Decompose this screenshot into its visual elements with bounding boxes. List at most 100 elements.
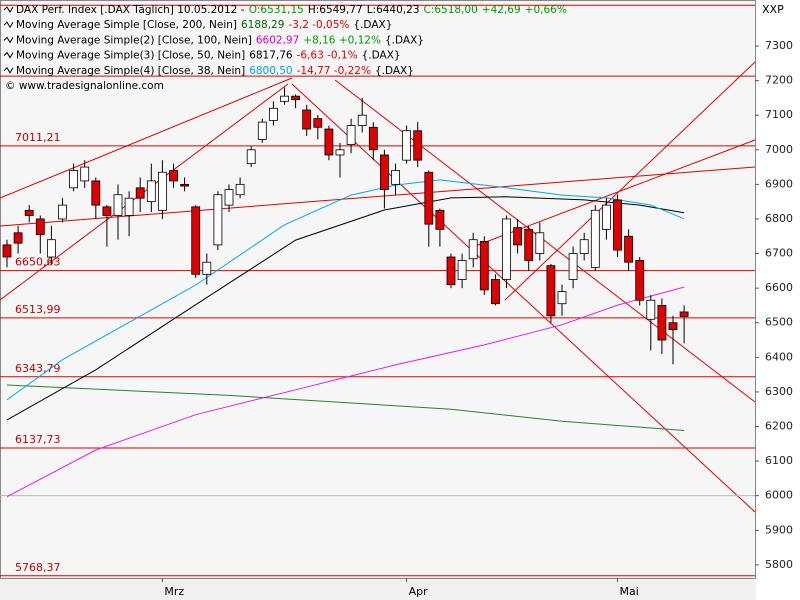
header-segment: DAX Perf. Index [.DAX Täglich] 10.05.201… <box>16 4 245 16</box>
trendline <box>291 83 756 513</box>
candle-body <box>335 149 345 156</box>
header-segment: 6800,50 <box>249 65 292 77</box>
candle-body <box>24 209 34 216</box>
level-label: 7011,21 <box>15 131 61 144</box>
candle-body <box>113 194 123 216</box>
y-tick-label: 6900 <box>765 177 793 190</box>
candle-body <box>202 261 212 275</box>
candle-body <box>180 183 190 187</box>
y-tick-label: 6700 <box>765 247 793 260</box>
candle-body <box>479 241 489 291</box>
candle-body <box>613 199 622 251</box>
candle-body <box>91 180 101 206</box>
candle-body <box>346 125 356 145</box>
header-icon <box>3 6 14 13</box>
header-segment: -3,2 -0,05% <box>288 19 349 31</box>
candle-body <box>268 107 278 121</box>
candle-body <box>535 232 545 254</box>
candle-body <box>235 183 245 196</box>
candle-body <box>413 130 423 161</box>
candle-body <box>213 194 223 246</box>
header-icon <box>3 36 14 44</box>
candle-body <box>2 244 12 258</box>
candle-body <box>646 299 656 320</box>
x-axis-band <box>0 579 756 600</box>
candle-body <box>135 187 145 199</box>
level-label: 5768,37 <box>15 561 61 574</box>
candle-body <box>291 95 301 101</box>
level-label: 6513,99 <box>15 303 61 316</box>
candle-body <box>402 130 412 161</box>
header-segment: C:6518,00 <box>424 4 478 16</box>
candle-body <box>124 197 134 216</box>
candle-body <box>58 204 67 220</box>
header-line: Moving Average Simple(4) [Close, 38, Nei… <box>16 65 414 77</box>
header-icon <box>3 21 14 29</box>
y-tick-label: 7100 <box>765 108 793 121</box>
y-tick-label: 6500 <box>765 316 793 329</box>
header-segment: O:6531,15 <box>249 4 304 16</box>
candle-body <box>280 95 289 102</box>
candle-body <box>668 322 678 331</box>
axis-label: XXP <box>762 3 784 16</box>
candle-body <box>490 279 500 305</box>
header-line: Moving Average Simple(2) [Close, 100, Ne… <box>16 34 424 46</box>
y-tick-label: 6200 <box>765 419 793 432</box>
moving-average <box>6 196 685 421</box>
level-label: 6343,79 <box>15 362 61 375</box>
header-line: Moving Average Simple [Close, 200, Nein]… <box>16 19 392 31</box>
header-segment: 6817,76 <box>249 50 293 62</box>
y-tick-label: 7000 <box>765 143 793 156</box>
plot-area <box>0 0 756 579</box>
header-icon <box>3 51 14 59</box>
candle-body <box>169 170 178 182</box>
candle-body <box>35 218 45 235</box>
header-segment: {.DAX} <box>353 19 392 31</box>
candle-body <box>313 118 323 128</box>
candle-body <box>146 180 156 203</box>
candle-body <box>546 265 556 317</box>
candle-body <box>257 121 267 140</box>
candle-body <box>446 256 456 286</box>
header-segment: 6188,29 <box>241 19 284 31</box>
header-segment: © www.tradesignalonline.com <box>5 80 164 92</box>
trendline <box>504 61 756 301</box>
candle-body <box>424 171 434 225</box>
candle-body <box>435 209 445 230</box>
candle-body <box>502 218 511 280</box>
candle-body <box>568 253 578 280</box>
y-tick-label: 6400 <box>765 350 793 363</box>
candle-body <box>513 227 522 246</box>
y-tick-label: 7300 <box>765 39 793 52</box>
candle-body <box>590 209 600 268</box>
header-segment: +42,69 <box>482 4 521 16</box>
header-line: DAX Perf. Index [.DAX Täglich] 10.05.201… <box>16 4 567 16</box>
candle-body <box>324 128 334 156</box>
candle-body <box>157 171 167 211</box>
header-segment: Moving Average Simple [Close, 200, Nein] <box>16 19 237 31</box>
y-tick-label: 5800 <box>765 558 793 571</box>
candle-body <box>635 260 645 301</box>
y-tick-label: 6300 <box>765 385 793 398</box>
candle-body <box>679 311 689 317</box>
candle-body <box>379 154 389 190</box>
candle-body <box>657 305 667 341</box>
moving-average <box>6 286 685 498</box>
candle-body <box>391 170 400 185</box>
header-segment: H:6549,77 <box>308 4 363 16</box>
x-tick-label: Mai <box>620 585 639 598</box>
header-line: © www.tradesignalonline.com <box>5 80 164 92</box>
header-segment: -14,77 -0,22% <box>297 65 371 77</box>
y-tick-label: 7200 <box>765 74 793 87</box>
header-segment: 6602,97 <box>256 34 299 46</box>
y-tick-label: 6000 <box>765 489 793 502</box>
candle-body <box>602 204 611 230</box>
x-tick-label: Apr <box>409 585 429 598</box>
candle-body <box>102 206 112 216</box>
trendline <box>0 77 293 199</box>
candle-body <box>524 228 534 261</box>
candle-body <box>13 232 23 244</box>
candle-body <box>357 114 367 126</box>
header-segment: {.DAX} <box>362 50 401 62</box>
candle-body <box>468 239 478 260</box>
